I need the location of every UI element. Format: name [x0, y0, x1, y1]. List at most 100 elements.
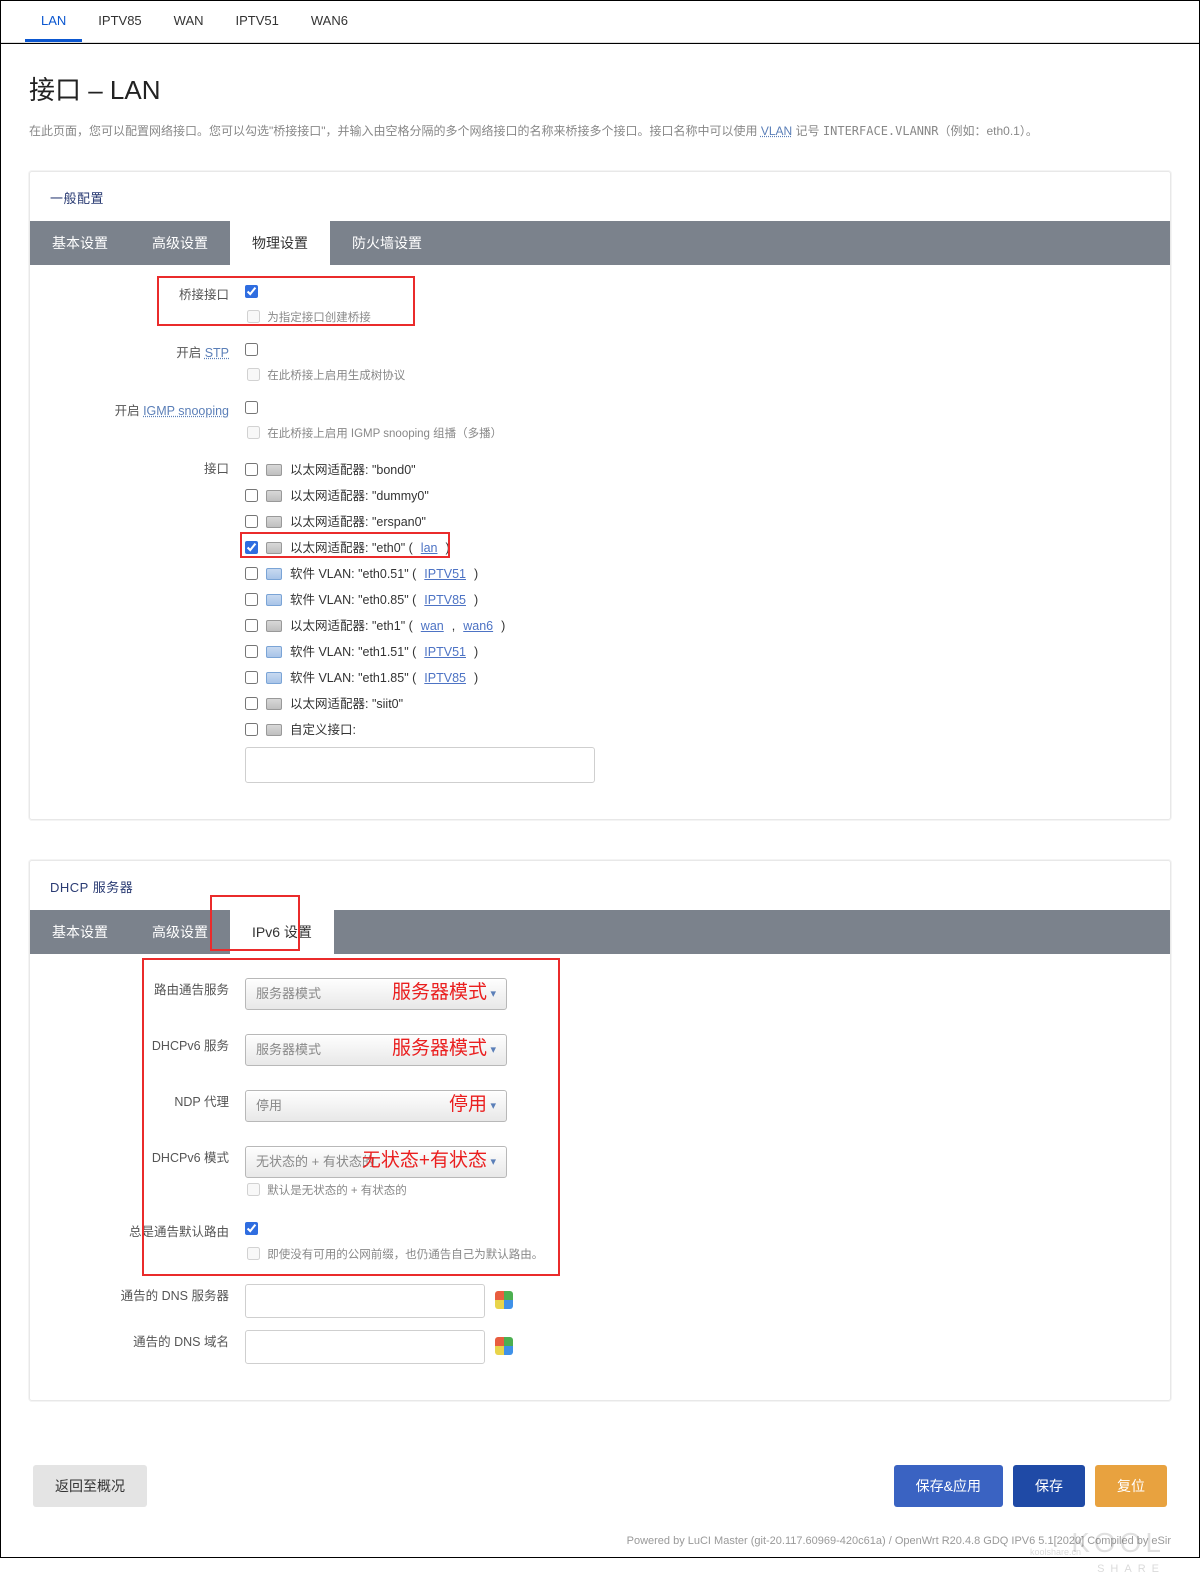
bridge-note-checkbox — [247, 310, 260, 323]
dns-server-input[interactable] — [245, 1284, 485, 1318]
add-icon[interactable] — [495, 1337, 513, 1355]
interface-text: 软件 VLAN: "eth0.85" ( — [290, 589, 416, 611]
dhcp-tab[interactable]: 高级设置 — [130, 910, 230, 954]
select-value: 服务器模式 — [256, 1039, 321, 1061]
interface-checkbox[interactable] — [245, 671, 258, 684]
add-icon[interactable] — [495, 1291, 513, 1309]
dns-server-label: 通告的 DNS 服务器 — [50, 1284, 245, 1307]
bridge-label: 桥接接口 — [50, 283, 245, 306]
interface-item: 软件 VLAN: "eth1.51" (IPTV51) — [245, 639, 1150, 665]
general-config-panel: 一般配置 基本设置高级设置物理设置防火墙设置 桥接接口 为指定接口创建桥接 开启… — [29, 171, 1171, 820]
interface-checkbox[interactable] — [245, 541, 258, 554]
panel-title: DHCP 服务器 — [30, 861, 1170, 910]
interface-item: 软件 VLAN: "eth0.85" (IPTV85) — [245, 587, 1150, 613]
interface-item: 以太网适配器: "siit0" — [245, 691, 1150, 717]
bridge-checkbox[interactable] — [245, 285, 258, 298]
interface-tag-link[interactable]: IPTV51 — [424, 563, 466, 585]
interface-text: 以太网适配器: "dummy0" — [290, 485, 429, 507]
select-value: 服务器模式 — [256, 983, 321, 1005]
config-tab[interactable]: 物理设置 — [230, 221, 330, 265]
interface-tag-link[interactable]: IPTV85 — [424, 667, 466, 689]
general-config-tabs: 基本设置高级设置物理设置防火墙设置 — [30, 221, 1170, 265]
config-tab[interactable]: 高级设置 — [130, 221, 230, 265]
interface-tag-link[interactable]: IPTV51 — [424, 641, 466, 663]
annotation-text: 服务器模式 — [392, 1038, 487, 1059]
igmp-checkbox[interactable] — [245, 401, 258, 414]
network-tab-iptv85[interactable]: IPTV85 — [82, 1, 157, 42]
dhcp-tabs: 基本设置高级设置IPv6 设置 — [30, 910, 1170, 954]
igmp-label: 开启 IGMP snooping — [50, 399, 245, 422]
interface-text: 以太网适配器: "erspan0" — [290, 511, 426, 533]
interface-item: 以太网适配器: "dummy0" — [245, 483, 1150, 509]
custom-interface-input[interactable] — [245, 747, 595, 783]
interface-checkbox[interactable] — [245, 645, 258, 658]
dhcp-row-label: DHCPv6 服务 — [50, 1034, 245, 1057]
interface-item: 以太网适配器: "eth0" (lan) — [245, 535, 1150, 561]
interface-tag-link[interactable]: wan — [421, 615, 444, 637]
interface-text: 软件 VLAN: "eth0.51" ( — [290, 563, 416, 585]
always-default-checkbox[interactable] — [245, 1222, 258, 1235]
interface-checkbox[interactable] — [245, 697, 258, 710]
config-tab[interactable]: 基本设置 — [30, 221, 130, 265]
interface-checkbox[interactable] — [245, 619, 258, 632]
chevron-down-icon: ▾ — [490, 1039, 496, 1061]
select-value: 停用 — [256, 1095, 282, 1117]
stp-checkbox[interactable] — [245, 343, 258, 356]
interface-text: 自定义接口: — [290, 719, 356, 741]
annotation-text: 服务器模式 — [392, 982, 487, 1003]
interface-checkbox[interactable] — [245, 489, 258, 502]
stp-label: 开启 STP — [50, 341, 245, 364]
interface-checkbox[interactable] — [245, 723, 258, 736]
watermark-big: KOOL — [1071, 1527, 1165, 1559]
back-button[interactable]: 返回至概况 — [33, 1465, 147, 1507]
ethernet-icon — [266, 464, 282, 476]
dhcp-tab[interactable]: IPv6 设置 — [230, 910, 334, 954]
interface-text: 以太网适配器: "eth1" ( — [290, 615, 413, 637]
network-tab-iptv51[interactable]: IPTV51 — [220, 1, 295, 42]
reset-button[interactable]: 复位 — [1095, 1465, 1167, 1507]
save-button[interactable]: 保存 — [1013, 1465, 1085, 1507]
network-tab-wan6[interactable]: WAN6 — [295, 1, 364, 42]
interface-checkbox[interactable] — [245, 463, 258, 476]
chevron-down-icon: ▾ — [490, 983, 496, 1005]
stp-note: 在此桥接上启用生成树协议 — [267, 370, 405, 382]
igmp-link[interactable]: IGMP snooping — [143, 404, 229, 418]
watermark-sub: SHARE — [1097, 1563, 1165, 1575]
ethernet-icon — [266, 620, 282, 632]
interface-checkbox[interactable] — [245, 567, 258, 580]
dhcp-row-label: NDP 代理 — [50, 1090, 245, 1113]
dhcp-note: 默认是无状态的 + 有状态的 — [264, 1185, 407, 1197]
dns-domain-input[interactable] — [245, 1330, 485, 1364]
dhcp-panel: DHCP 服务器 基本设置高级设置IPv6 设置 路由通告服务服务器模式▾服务器… — [29, 860, 1171, 1401]
config-tab[interactable]: 防火墙设置 — [330, 221, 444, 265]
stp-link[interactable]: STP — [205, 346, 229, 360]
chevron-down-icon: ▾ — [490, 1151, 496, 1173]
interface-item: 以太网适配器: "erspan0" — [245, 509, 1150, 535]
network-tab-lan[interactable]: LAN — [25, 1, 82, 42]
interface-checkbox[interactable] — [245, 515, 258, 528]
dhcp-tab[interactable]: 基本设置 — [30, 910, 130, 954]
action-bar: 返回至概况 保存&应用 保存 复位 — [29, 1441, 1171, 1535]
interface-tag-link[interactable]: wan6 — [463, 615, 493, 637]
interface-checkbox[interactable] — [245, 593, 258, 606]
network-tab-wan[interactable]: WAN — [158, 1, 220, 42]
chevron-down-icon: ▾ — [490, 1095, 496, 1117]
bridge-note: 为指定接口创建桥接 — [267, 312, 371, 324]
annotation-text: 无状态+有状态 — [362, 1150, 487, 1171]
interface-text: 软件 VLAN: "eth1.85" ( — [290, 667, 416, 689]
save-apply-button[interactable]: 保存&应用 — [894, 1465, 1003, 1507]
ethernet-icon — [266, 516, 282, 528]
always-default-note: 即使没有可用的公网前缀，也仍通告自己为默认路由。 — [267, 1249, 543, 1261]
ethernet-icon — [266, 490, 282, 502]
panel-title: 一般配置 — [30, 172, 1170, 221]
interface-text: 以太网适配器: "eth0" ( — [290, 537, 413, 559]
network-interface-tabs: LANIPTV85WANIPTV51WAN6 — [1, 1, 1199, 43]
igmp-note: 在此桥接上启用 IGMP snooping 组播（多播） — [267, 428, 502, 440]
interface-tag-link[interactable]: lan — [421, 537, 438, 559]
vlan-icon — [266, 672, 282, 684]
interface-tag-link[interactable]: IPTV85 — [424, 589, 466, 611]
vlan-help-link[interactable]: VLAN — [761, 124, 792, 138]
always-default-label: 总是通告默认路由 — [50, 1220, 245, 1243]
ethernet-icon — [266, 542, 282, 554]
interface-item: 软件 VLAN: "eth1.85" (IPTV85) — [245, 665, 1150, 691]
